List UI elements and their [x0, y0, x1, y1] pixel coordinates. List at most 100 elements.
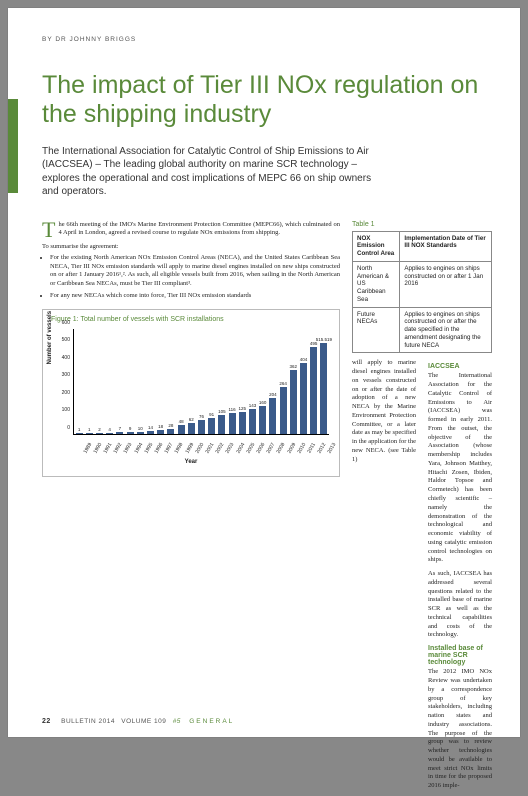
- chart-bar-label: 1: [78, 427, 81, 432]
- chart-bar: [198, 420, 205, 433]
- table-row: Future NECAsApplies to engines on ships …: [353, 307, 492, 353]
- chart-xtick: 1991: [103, 442, 114, 455]
- table-cell: Applies to engines on ships constructed …: [400, 307, 492, 353]
- chart-xtick: 2001: [205, 442, 216, 455]
- chart-bar-label: 7: [119, 426, 122, 431]
- article-title: The impact of Tier III NOx regulation on…: [42, 71, 492, 129]
- agreement-list: For the existing North American NOx Emis…: [42, 254, 340, 301]
- chart-bar: [208, 418, 215, 434]
- chart-bar: [239, 412, 246, 434]
- chart-bar-label: 9: [129, 426, 132, 431]
- chart-xtick: 2009: [286, 442, 297, 455]
- chart-xtick: 1994: [133, 442, 144, 455]
- chart-bar-label: 160: [259, 400, 267, 405]
- table-row: North American & US Caribbean SeaApplies…: [353, 261, 492, 307]
- table-body: North American & US Caribbean SeaApplies…: [353, 261, 492, 353]
- chart-bar-label: 48: [179, 419, 184, 424]
- chart-xtick: 1993: [123, 442, 134, 455]
- chart-ytick: 300: [56, 372, 70, 378]
- dropcap: T: [42, 221, 58, 239]
- chart-xtick: 2000: [194, 442, 205, 455]
- chart-bar: [300, 363, 307, 434]
- chart-title: Figure 1: Total number of vessels with S…: [51, 316, 331, 323]
- intro-paragraph: The 66th meeting of the IMO's Marine Env…: [42, 221, 340, 239]
- chart-xtick: 2008: [276, 442, 287, 455]
- chart-ytick: 400: [56, 355, 70, 361]
- iaccsea-para-1: The International Association for the Ca…: [428, 372, 492, 565]
- intro-text: he 66th meeting of the IMO's Marine Envi…: [58, 221, 340, 237]
- article-subtitle: The International Association for Cataly…: [42, 145, 492, 199]
- chart-ytick: 100: [56, 407, 70, 413]
- chart-bar: [147, 431, 154, 433]
- chart-bar: [106, 433, 113, 434]
- chart-bar-label: 14: [148, 425, 153, 430]
- chart-ytick: 0: [56, 425, 70, 431]
- chart-area: Number of vessels 0100200300400500600119…: [51, 327, 331, 455]
- chart-bar: [320, 343, 327, 433]
- chart-xtick: 1999: [184, 442, 195, 455]
- chart-xtick: 1992: [113, 442, 124, 455]
- document-page: BY DR JOHNNY BRIGGS The impact of Tier I…: [8, 8, 520, 737]
- chart-bar-label: 91: [209, 412, 214, 417]
- summary-label: To summarise the agreement:: [42, 243, 340, 252]
- chart-xtick: 2002: [215, 442, 226, 455]
- chart-ytick: 600: [56, 320, 70, 326]
- byline: BY DR JOHNNY BRIGGS: [42, 36, 492, 43]
- chart-bar: [290, 370, 297, 433]
- chart-bar: [188, 423, 195, 434]
- neca-table: NOX Emission Control AreaImplementation …: [352, 231, 492, 354]
- sub-columns: will apply to marine diesel engines inst…: [352, 359, 492, 796]
- chart-xtick: 1995: [143, 442, 154, 455]
- chart-bar: [280, 387, 287, 433]
- chart-bar: [127, 432, 134, 434]
- chart-bar-label: 204: [269, 392, 277, 397]
- chart-xtick: 1990: [92, 442, 103, 455]
- chart-xlabel: Year: [185, 459, 198, 465]
- chart-bar: [269, 398, 276, 434]
- chart-ytick: 200: [56, 390, 70, 396]
- table-header-cell: Implementation Date of Tier III NOX Stan…: [400, 231, 492, 261]
- chart-xtick: 2011: [306, 442, 317, 454]
- page-footer: 22 BULLETIN 2014 VOLUME 109 #5 GENERAL: [42, 718, 234, 725]
- chart-xtick: 2003: [225, 442, 236, 455]
- iaccsea-para-2: As such, IACCSEA has addressed several q…: [428, 570, 492, 640]
- chart-bar-label: 143: [249, 403, 257, 408]
- chart-bar-label: 125: [239, 406, 247, 411]
- chart-bar-label: 404: [300, 357, 308, 362]
- footer-issue: #5: [173, 718, 181, 725]
- accent-bar: [8, 99, 18, 193]
- chart-bar-label: 2: [98, 427, 101, 432]
- table-cell: North American & US Caribbean Sea: [353, 261, 400, 307]
- chart-bar-label: 515.519: [316, 337, 332, 342]
- chart-bar: [218, 415, 225, 433]
- chart-bar: [229, 413, 236, 433]
- chart-xtick: 2005: [245, 442, 256, 455]
- chart-xtick: 1998: [174, 442, 185, 455]
- chart-bar: [157, 430, 164, 433]
- table-cell: Applies to engines on ships constructed …: [400, 261, 492, 307]
- column-1: The 66th meeting of the IMO's Marine Env…: [42, 221, 340, 796]
- footer-section: GENERAL: [189, 718, 234, 725]
- agreement-item: For the existing North American NOx Emis…: [50, 254, 340, 289]
- chart-xtick: 1989: [82, 442, 93, 455]
- chart-bar-label: 4: [108, 427, 111, 432]
- content-columns: The 66th meeting of the IMO's Marine Env…: [42, 221, 492, 796]
- chart-bar: [116, 432, 123, 433]
- installed-heading: Installed base of marine SCR technology: [428, 645, 492, 666]
- chart-bar-label: 18: [158, 424, 163, 429]
- chart-xtick: 1997: [164, 442, 175, 455]
- column-3: IACCSEA The International Association fo…: [428, 359, 492, 796]
- chart-xtick: 2012: [317, 442, 328, 455]
- chart-bar-label: 76: [199, 414, 204, 419]
- chart-xtick: 2007: [266, 442, 277, 455]
- table-header-cell: NOX Emission Control Area: [353, 231, 400, 261]
- chart-plot: 0100200300400500600119891199021991419927…: [73, 329, 329, 435]
- chart-bar: [178, 425, 185, 433]
- table-header-row: NOX Emission Control AreaImplementation …: [353, 231, 492, 261]
- footer-volume: VOLUME 109: [121, 718, 166, 725]
- chart-bar-label: 264: [279, 381, 287, 386]
- columns-2-3: Table 1 NOX Emission Control AreaImpleme…: [352, 221, 492, 796]
- chart-bar: [310, 347, 317, 434]
- col2-continuation: will apply to marine diesel engines inst…: [352, 359, 416, 464]
- chart-bar: [249, 409, 256, 434]
